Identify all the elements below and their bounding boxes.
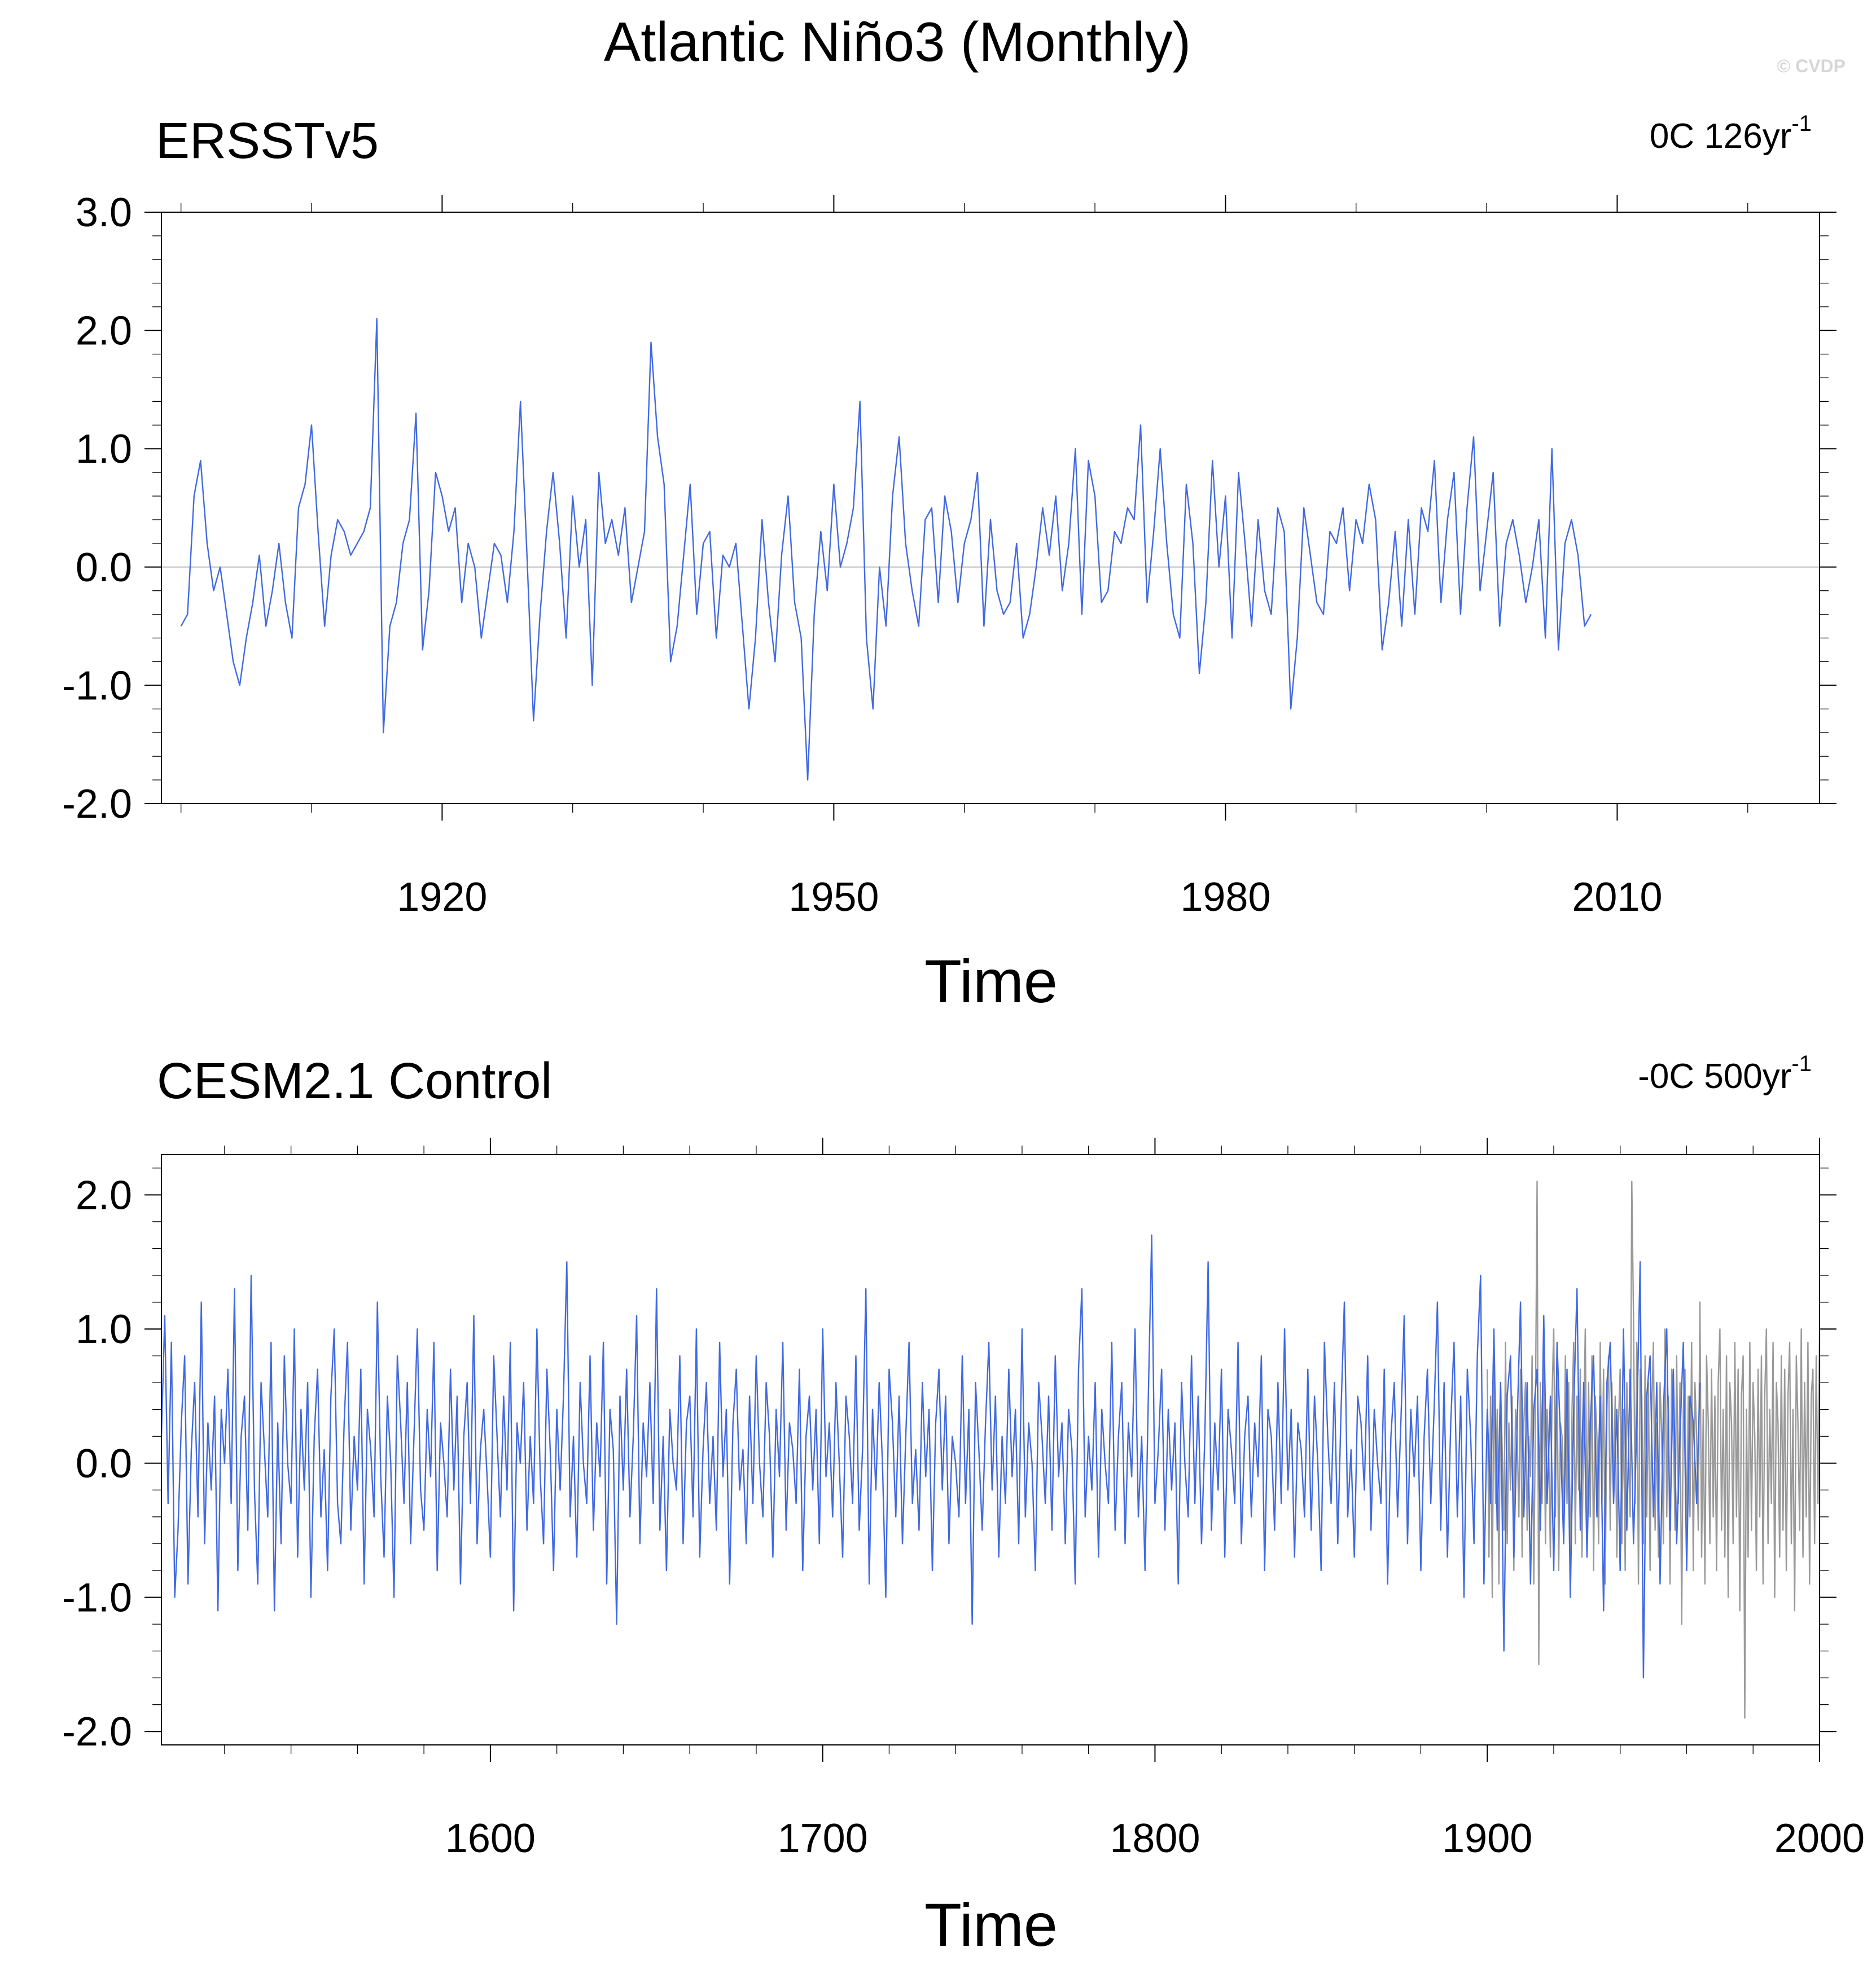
ersst-y-tick-labels: 3.0 2.0 1.0 0.0 -1.0 -2.0 — [62, 190, 132, 827]
cesm-y-tick-label: 1.0 — [76, 1307, 132, 1352]
cesm-y-tick-label: -2.0 — [62, 1709, 132, 1755]
ersst-x-tick-label: 1980 — [1180, 875, 1270, 920]
cesm-x-tick-labels: 1600 1700 1800 1900 2000 — [445, 1816, 1865, 1861]
ersst-y-tick-label: 3.0 — [76, 190, 132, 235]
ersst-panel-title: ERSSTv5 — [156, 113, 379, 169]
ersst-panel: ERSSTv5 0C 126yr-1 3.02.01.00.0-1.0-2.0 … — [62, 111, 1836, 1015]
ersst-y-tick-label: 2.0 — [76, 309, 132, 354]
ersst-axis-ticks — [144, 195, 1836, 821]
cesm-y-tick-label: -1.0 — [62, 1576, 132, 1621]
ersst-stat-superscript: -1 — [1791, 111, 1812, 136]
cesm-y-tick-label: 0.0 — [76, 1441, 132, 1486]
cesm-y-tick-labels: 2.0 1.0 0.0 -1.0 -2.0 — [62, 1173, 132, 1755]
cesm-x-tick-label: 1900 — [1442, 1816, 1532, 1861]
main-title: Atlantic Niño3 (Monthly) — [604, 11, 1191, 73]
cesm-stat-superscript: -1 — [1791, 1051, 1812, 1076]
cesm-panel-title: CESM2.1 Control — [157, 1053, 552, 1109]
ersst-y-tick-label: 0.0 — [76, 545, 132, 590]
cesm-series-group — [160, 1181, 1821, 1719]
ersst-series-group — [180, 318, 1592, 781]
cesm-stat-label: -0C 500yr-1 — [1638, 1051, 1812, 1096]
ersst-x-tick-label: 1950 — [788, 875, 879, 920]
ersst-x-tick-label: 2010 — [1572, 875, 1662, 920]
cesm-x-tick-label: 1700 — [778, 1816, 868, 1861]
ersst-y-tick-label: 1.0 — [76, 427, 132, 472]
ersst-x-axis-label: Time — [924, 947, 1058, 1015]
cesm-y-tick-label: 2.0 — [76, 1173, 132, 1218]
cesm-series-line-overlay — [1486, 1181, 1821, 1719]
ersst-stat-prefix: 0C 126yr — [1650, 117, 1792, 156]
ersst-x-tick-labels: 1920 1950 1980 2010 — [397, 875, 1662, 920]
cesm-x-axis-label: Time — [924, 1891, 1058, 1959]
ersst-plot-frame — [161, 212, 1820, 804]
ersst-x-tick-label: 1920 — [397, 875, 487, 920]
cesm-x-tick-label: 1800 — [1110, 1816, 1200, 1861]
credit-label: © CVDP — [1777, 56, 1846, 76]
cesm-stat-prefix: -0C 500yr — [1638, 1057, 1791, 1096]
ersst-y-tick-label: -1.0 — [62, 663, 132, 708]
cesm-axis-ticks — [144, 1138, 1836, 1762]
cesm-plot-frame — [161, 1154, 1820, 1745]
cesm-x-tick-label: 1600 — [445, 1816, 536, 1861]
ersst-series-line-primary — [180, 318, 1592, 781]
cesm-series-line-primary — [160, 1234, 1701, 1679]
cesm-panel: CESM2.1 Control -0C 500yr-1 2.0 1.0 0.0 -1.… — [62, 1051, 1865, 1959]
ersst-y-tick-label: -2.0 — [62, 782, 132, 827]
ersst-stat-label: 0C 126yr-1 — [1650, 111, 1812, 156]
cesm-x-tick-label: 2000 — [1774, 1816, 1865, 1861]
